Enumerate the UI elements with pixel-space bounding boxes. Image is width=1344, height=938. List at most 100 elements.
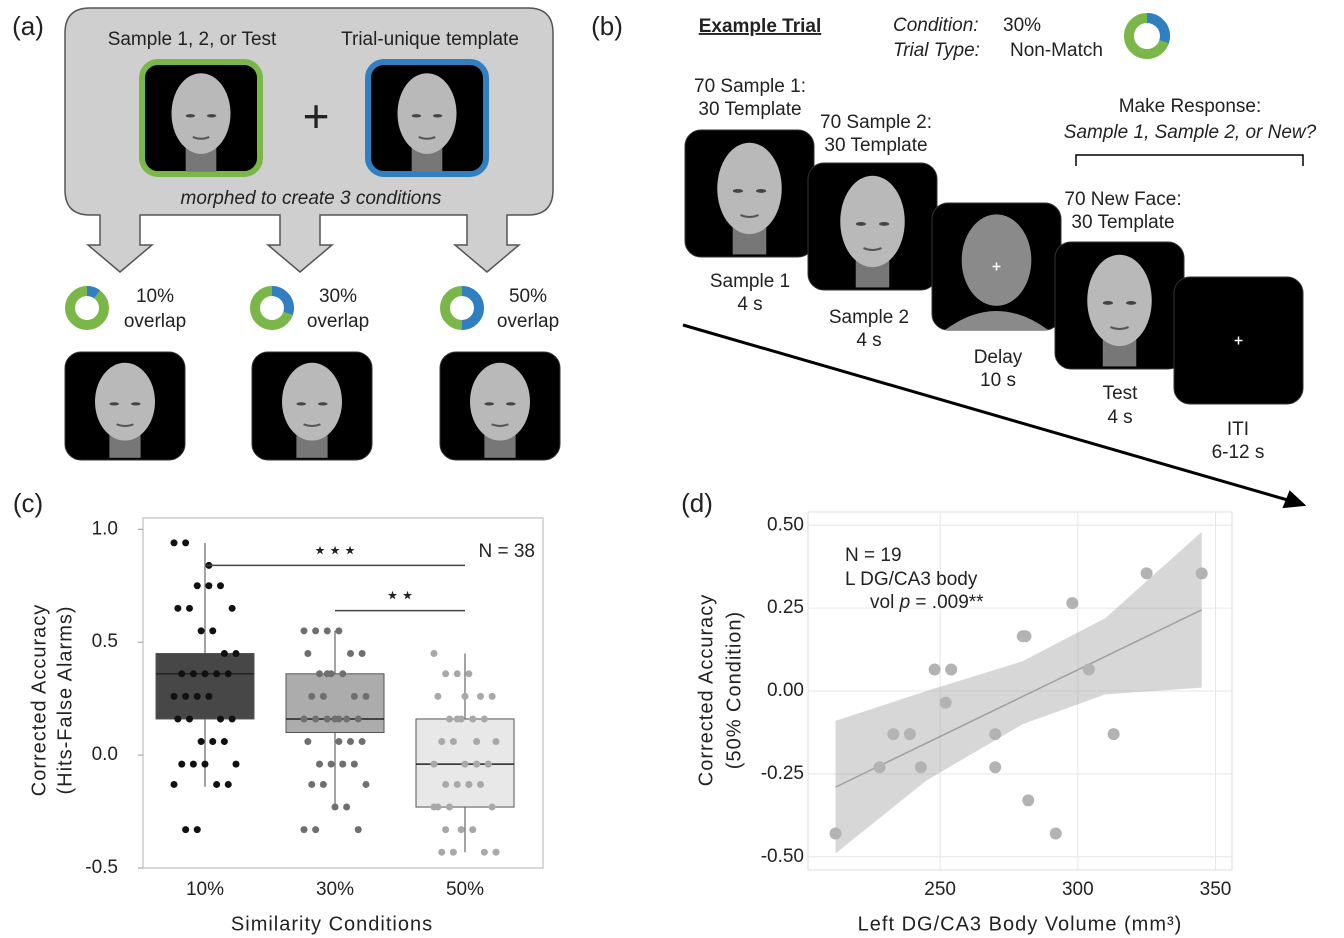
- x-tick-label: 30%: [316, 879, 354, 900]
- data-point: [351, 693, 358, 700]
- data-point: [301, 715, 308, 722]
- face-eye: [318, 402, 328, 405]
- response-bracket: [1076, 155, 1303, 166]
- data-point: [233, 761, 240, 768]
- data-point: [198, 627, 205, 634]
- data-point: [1050, 828, 1062, 840]
- data-point: [355, 826, 362, 833]
- data-point: [186, 715, 193, 722]
- face-head: [172, 73, 231, 154]
- face-eye: [879, 222, 889, 226]
- overlap-label: 50%: [509, 286, 547, 307]
- plus-sign: +: [303, 90, 330, 142]
- overlap-word: overlap: [497, 311, 559, 332]
- data-point: [493, 738, 500, 745]
- data-point: [473, 738, 480, 745]
- face-head: [470, 363, 530, 441]
- data-point: [182, 693, 189, 700]
- data-point: [442, 670, 449, 677]
- data-point: [225, 670, 232, 677]
- data-point: [301, 627, 308, 634]
- data-point: [182, 826, 189, 833]
- y-tick-label: 0.0: [92, 744, 118, 765]
- data-point: [450, 849, 457, 856]
- data-point: [431, 761, 438, 768]
- data-point: [171, 539, 178, 546]
- y-axis-title: (50% Condition): [723, 611, 745, 769]
- data-point: [359, 650, 366, 657]
- y-tick-label: 0.00: [767, 680, 804, 701]
- source-label: Sample 1, 2, or Test: [108, 29, 277, 50]
- data-point: [194, 582, 201, 589]
- face-eye: [412, 114, 421, 117]
- caption: morphed to create 3 conditions: [181, 188, 442, 209]
- frame-duration: 4 s: [856, 330, 881, 351]
- time-arrow-head: [1284, 492, 1304, 507]
- significance-label: ⋆⋆⋆: [312, 537, 357, 564]
- frame-template: 30 Template: [698, 99, 801, 120]
- annotation: L DG/CA3 body: [845, 569, 978, 590]
- frame-name: Test: [1103, 383, 1139, 404]
- face-eye: [1103, 301, 1113, 305]
- y-tick-label: -0.25: [761, 763, 804, 784]
- data-point: [1196, 567, 1208, 579]
- panel-label: (c): [13, 488, 43, 518]
- condition-key: Condition:: [893, 15, 979, 36]
- data-point: [989, 761, 1001, 773]
- data-point: [442, 781, 449, 788]
- data-point: [320, 781, 327, 788]
- data-point: [174, 605, 181, 612]
- data-point: [213, 670, 220, 677]
- annotation-part: vol: [870, 592, 900, 613]
- face-eye: [506, 402, 516, 405]
- annotation: N = 38: [478, 541, 535, 562]
- data-point: [194, 826, 201, 833]
- data-point: [339, 761, 346, 768]
- y-axis-title: Corrected Accuracy: [28, 604, 50, 797]
- face-head: [717, 143, 782, 234]
- significance-label: ⋆⋆: [385, 582, 415, 609]
- data-point: [178, 670, 185, 677]
- data-point: [225, 781, 232, 788]
- panel-label: (d): [681, 488, 713, 518]
- data-point: [446, 804, 453, 811]
- data-point: [363, 693, 370, 700]
- donut-base: [70, 291, 104, 325]
- annotation-part: p: [899, 592, 911, 613]
- face-head: [398, 73, 457, 154]
- data-point: [454, 670, 461, 677]
- frame-duration: 4 s: [737, 294, 762, 315]
- data-point: [171, 781, 178, 788]
- face-eye: [733, 189, 743, 193]
- face-eye: [131, 402, 141, 405]
- data-point: [940, 697, 952, 709]
- face-eye: [186, 114, 195, 117]
- annotation: vol p = .009**: [870, 592, 984, 613]
- data-point: [989, 728, 1001, 740]
- data-point: [205, 693, 212, 700]
- data-point: [929, 663, 941, 675]
- data-point: [887, 728, 899, 740]
- data-point: [233, 650, 240, 657]
- data-point: [308, 781, 315, 788]
- data-point: [830, 828, 842, 840]
- data-point: [221, 738, 228, 745]
- data-point: [493, 849, 500, 856]
- x-tick-label: 50%: [446, 879, 484, 900]
- face-eye: [296, 402, 306, 405]
- face-eye: [484, 402, 494, 405]
- data-point: [301, 826, 308, 833]
- data-point: [332, 804, 339, 811]
- face-head: [1087, 255, 1152, 346]
- frame-duration: 4 s: [1107, 407, 1132, 428]
- data-point: [1141, 567, 1153, 579]
- face-eye: [109, 402, 119, 405]
- frame-sample: 70 New Face:: [1064, 189, 1181, 210]
- panel-label: (b): [591, 11, 623, 41]
- data-point: [1108, 728, 1120, 740]
- frame-name: Delay: [974, 347, 1023, 368]
- face-eye: [207, 114, 216, 117]
- data-point: [874, 761, 886, 773]
- data-point: [316, 670, 323, 677]
- data-point: [1083, 663, 1095, 675]
